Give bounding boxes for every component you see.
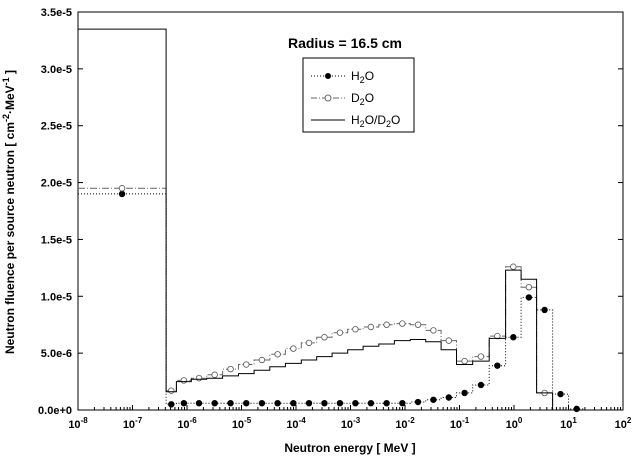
data-point: [290, 345, 297, 352]
legend-h2o-marker: [325, 73, 331, 79]
data-point: [477, 353, 485, 360]
data-point: [445, 337, 452, 344]
data-point: [461, 389, 468, 397]
y-tick-label: 3.5e-5: [41, 7, 72, 19]
y-tick-label: 0.0e+0: [38, 405, 72, 417]
data-point: [557, 390, 564, 398]
legend-h2o-label: H2O: [351, 69, 374, 85]
y-tick-label: 2.5e-5: [41, 121, 72, 133]
radius-annotation: Radius = 16.5 cm: [288, 35, 402, 51]
data-point: [290, 399, 297, 407]
data-point: [258, 399, 266, 407]
data-point: [118, 185, 126, 192]
data-point: [510, 263, 517, 270]
data-point: [494, 362, 501, 369]
series-line-h2o-d2o: [78, 28, 554, 410]
data-point: [367, 399, 375, 407]
data-point: [367, 323, 375, 331]
data-point: [510, 334, 517, 341]
data-point: [180, 399, 188, 407]
data-point: [336, 329, 344, 336]
legend-h2o-d2o-label: H2O/D2O: [351, 113, 400, 129]
y-tick-label: 5.0e-6: [41, 348, 72, 360]
data-point: [274, 351, 281, 358]
y-tick-label: 1.0e-5: [41, 291, 72, 303]
data-point: [525, 283, 533, 291]
legend: H2O D2O H2O/D2O: [302, 57, 415, 133]
data-point: [195, 399, 203, 407]
data-point: [118, 190, 126, 198]
data-point: [352, 326, 359, 333]
data-point: [414, 321, 422, 328]
data-point: [414, 398, 422, 406]
data-point: [477, 381, 485, 389]
data-point: [227, 365, 234, 373]
data-point: [541, 306, 548, 314]
data-point: [525, 294, 533, 301]
data-point: [243, 361, 250, 368]
data-point: [274, 399, 281, 407]
data-point: [258, 356, 266, 364]
data-point: [321, 334, 328, 341]
legend-d2o-marker: [324, 94, 332, 102]
data-point: [445, 394, 452, 401]
data-point: [195, 374, 203, 382]
data-point: [305, 339, 313, 347]
data-point: [227, 399, 234, 407]
data-point: [430, 396, 437, 403]
series-group: [78, 28, 586, 413]
data-point: [211, 371, 218, 378]
data-point: [461, 357, 468, 365]
y-tick-label: 2.0e-5: [41, 178, 72, 190]
data-point: [180, 377, 188, 384]
data-point: [305, 399, 313, 407]
data-point: [383, 321, 390, 328]
legend-d2o-label: D2O: [351, 91, 374, 107]
x-axis-label: Neutron energy [ MeV ]: [284, 441, 415, 455]
data-point: [243, 399, 250, 407]
data-point: [399, 399, 406, 407]
data-point: [399, 320, 406, 327]
data-point: [383, 399, 390, 407]
data-point: [573, 405, 580, 413]
y-axis-ticks: 0.0e+0 5.0e-6 1.0e-5 1.5e-5 2.0e-5 2.5e-5 3.0e…: [38, 7, 623, 417]
data-point: [430, 327, 437, 334]
data-point: [168, 401, 175, 408]
data-point: [352, 399, 359, 407]
data-point: [168, 387, 175, 394]
data-point: [211, 399, 218, 407]
y-tick-label: 1.5e-5: [41, 234, 72, 246]
data-point: [321, 399, 328, 407]
y-tick-label: 3.0e-5: [41, 64, 72, 76]
y-axis-label: Neutron fluence per source neutron [ cm-…: [1, 70, 17, 354]
data-point: [336, 399, 344, 407]
